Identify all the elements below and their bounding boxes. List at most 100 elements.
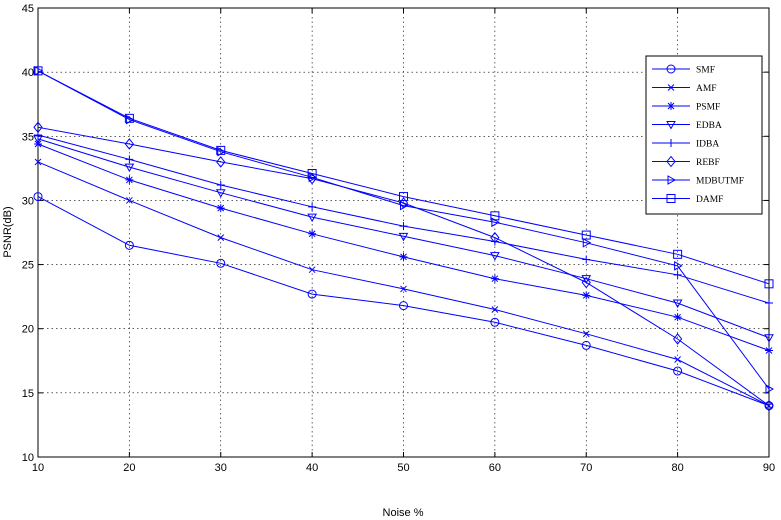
data-point-damf: [307, 168, 317, 178]
data-point-amf: [217, 234, 225, 241]
series-idba: [34, 131, 773, 308]
data-point-damf: [581, 230, 591, 240]
data-point-psmf: [34, 139, 42, 148]
data-point-smf: [216, 258, 226, 268]
grid: [38, 8, 769, 457]
legend-label: SMF: [696, 66, 715, 76]
legend-item-rebf: REBF: [652, 155, 720, 168]
data-point-psmf: [582, 291, 591, 300]
x-tick-label: 90: [763, 462, 775, 474]
data-point-psmf: [308, 229, 317, 238]
data-point-mdbutmf: [125, 114, 135, 125]
x-tick-label: 80: [672, 462, 684, 474]
data-point-damf: [33, 66, 43, 76]
legend-label: EDBA: [696, 121, 722, 131]
series-group: [33, 65, 775, 412]
data-point-idba: [399, 222, 408, 231]
legend-marker-amf: [667, 84, 675, 91]
legend-label: MDBUTMF: [696, 177, 744, 187]
x-tick-label: 70: [580, 462, 592, 474]
data-point-edba: [764, 334, 774, 343]
legend-item-smf: SMF: [652, 64, 715, 76]
data-point-amf: [34, 158, 42, 166]
y-tick-label: 30: [22, 195, 34, 207]
series-line-smf: [37, 196, 770, 407]
data-point-rebf: [490, 231, 500, 244]
series-psmf: [34, 139, 773, 355]
legend-item-psmf: PSMF: [652, 102, 720, 113]
data-point-rebf: [581, 276, 591, 289]
data-point-edba: [215, 189, 226, 198]
data-point-amf: [126, 197, 133, 204]
y-axis-label: PSNR(dB): [2, 206, 14, 257]
data-point-damf: [216, 145, 226, 155]
data-point-edba: [581, 275, 592, 284]
data-point-smf: [33, 192, 43, 202]
data-point-mdbutmf: [400, 200, 409, 211]
data-point-idba: [216, 181, 225, 190]
legend-label: DAMF: [696, 195, 723, 205]
data-point-mdbutmf: [674, 260, 683, 271]
data-point-amf: [400, 285, 407, 293]
data-point-smf: [399, 301, 408, 311]
x-tick-label: 60: [489, 462, 501, 474]
legend-box: [645, 55, 763, 215]
data-point-psmf: [125, 175, 134, 184]
data-point-psmf: [216, 204, 225, 213]
data-point-amf: [308, 266, 316, 274]
x-tick-label: 30: [215, 462, 227, 474]
y-tick-label: 40: [22, 67, 34, 79]
series-line-edba: [37, 138, 770, 339]
legend-marker-damf: [666, 194, 676, 203]
data-point-edba: [307, 213, 317, 223]
data-point-rebf: [672, 333, 683, 345]
data-point-psmf: [399, 252, 408, 261]
data-point-amf: [674, 356, 681, 363]
data-point-damf: [490, 211, 500, 221]
data-point-rebf: [216, 156, 226, 168]
y-tick-label: 20: [22, 324, 34, 336]
legend-marker-rebf: [666, 155, 676, 168]
data-point-mdbutmf: [34, 65, 44, 76]
data-point-mdbutmf: [217, 146, 226, 157]
y-tick-label: 45: [22, 3, 34, 15]
data-point-damf: [673, 249, 683, 259]
data-point-smf: [673, 366, 683, 376]
data-point-psmf: [673, 313, 682, 322]
legend-item-edba: EDBA: [652, 121, 722, 131]
legend-marker-psmf: [667, 102, 675, 110]
data-point-smf: [490, 317, 500, 327]
legend-label: PSMF: [696, 103, 720, 113]
legend-marker-mdbutmf: [667, 175, 677, 185]
x-tick-label: 10: [32, 462, 44, 474]
legend-label: REBF: [696, 158, 720, 168]
y-tick-label: 15: [22, 388, 34, 400]
data-point-idba: [765, 299, 773, 308]
data-point-smf: [307, 289, 317, 299]
legend: SMF AMF PSMF EDBA IDBA REBF MDBUTMF DAMF: [645, 55, 763, 215]
data-point-idba: [308, 202, 317, 211]
data-point-smf: [581, 340, 591, 350]
data-point-mdbutmf: [765, 384, 775, 394]
data-point-psmf: [765, 346, 773, 355]
legend-item-amf: AMF: [652, 84, 717, 94]
x-tick-label: 40: [306, 462, 318, 474]
data-point-edba: [490, 252, 500, 261]
data-point-edba: [672, 299, 683, 309]
data-point-idba: [582, 255, 591, 264]
data-point-amf: [491, 306, 499, 313]
legend-label: AMF: [696, 84, 717, 94]
legend-item-mdbutmf: MDBUTMF: [652, 175, 744, 187]
x-tick-label: 20: [123, 462, 135, 474]
data-point-idba: [673, 270, 682, 279]
series-damf: [33, 66, 774, 289]
data-point-damf: [124, 113, 134, 123]
x-tick-label: 50: [397, 462, 409, 474]
data-point-damf: [399, 192, 408, 202]
data-point-idba: [490, 237, 499, 246]
y-tick-label: 25: [22, 260, 34, 272]
data-point-edba: [124, 163, 135, 173]
data-point-edba: [398, 232, 409, 242]
x-axis-label: Noise %: [383, 507, 424, 519]
